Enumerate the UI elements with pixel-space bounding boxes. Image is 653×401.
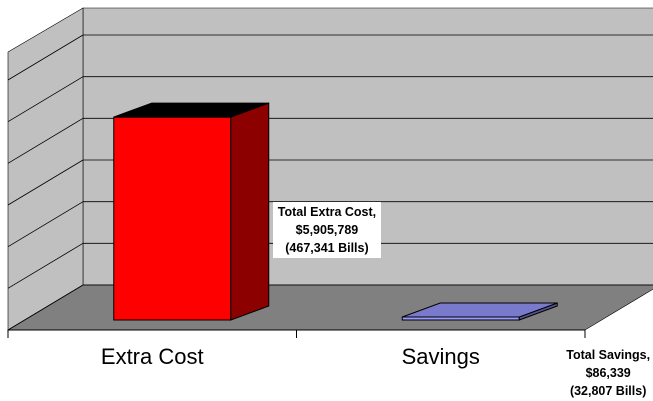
bar-extra-cost-top	[113, 102, 269, 118]
data-label-line: $86,339	[585, 366, 631, 380]
gridline-side	[7, 117, 84, 164]
data-label-line: Total Extra Cost,	[277, 205, 377, 219]
floor	[6, 284, 653, 331]
x-tick-label-extra-cost: Extra Cost	[100, 344, 204, 369]
gridline-side	[7, 201, 84, 248]
bar-extra-cost	[113, 116, 232, 321]
chart: Total Extra Cost, $5,905,789 (467,341 Bi…	[6, 7, 653, 398]
gridline-side	[7, 34, 84, 81]
data-label-extra-cost: Total Extra Cost, $5,905,789 (467,341 Bi…	[272, 202, 382, 258]
data-label-line: Total Savings,	[566, 348, 651, 362]
data-label-line: (467,341 Bills)	[285, 241, 369, 255]
gridline-side	[7, 159, 84, 206]
bar-extra-cost-side	[230, 102, 270, 321]
bar-savings-top	[402, 302, 558, 318]
data-label-savings: Total Savings, $86,339 (32,807 Bills)	[561, 345, 653, 401]
gridline-side	[7, 76, 84, 123]
data-label-line: $5,905,789	[295, 223, 359, 237]
gridline-side	[7, 242, 84, 289]
chart-plot	[6, 7, 653, 338]
gridline-side	[7, 284, 84, 331]
x-tick-label-savings: Savings	[401, 344, 480, 369]
data-label-line: (32,807 Bills)	[569, 384, 647, 398]
